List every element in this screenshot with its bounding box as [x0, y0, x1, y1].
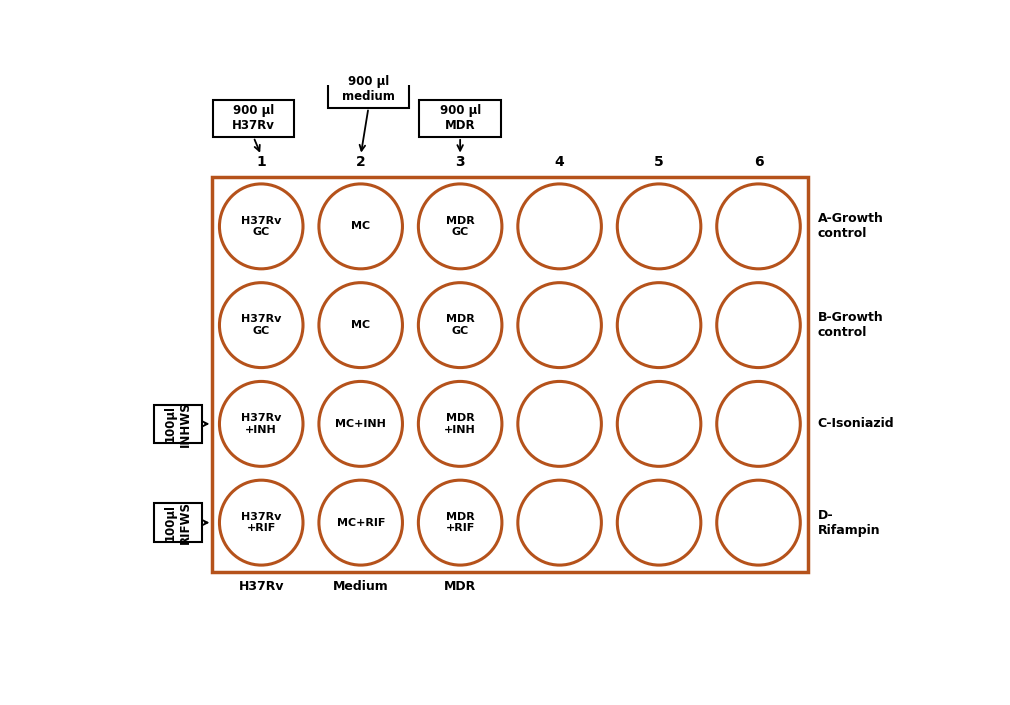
- Text: MDR
GC: MDR GC: [445, 314, 475, 336]
- Ellipse shape: [418, 381, 502, 466]
- Ellipse shape: [617, 480, 701, 565]
- Text: MDR
+INH: MDR +INH: [444, 413, 476, 435]
- Bar: [213, 100, 294, 137]
- Ellipse shape: [717, 381, 800, 466]
- Text: H37Rv: H37Rv: [238, 580, 284, 593]
- Text: MDR
+RIF: MDR +RIF: [445, 512, 475, 534]
- Ellipse shape: [319, 184, 402, 269]
- Ellipse shape: [717, 283, 800, 367]
- Text: 900 μl
MDR: 900 μl MDR: [439, 104, 481, 133]
- Text: 2: 2: [356, 155, 366, 169]
- Ellipse shape: [717, 184, 800, 269]
- Text: 100μl
RIFWS: 100μl RIFWS: [165, 501, 192, 544]
- Text: H37Rv
GC: H37Rv GC: [241, 314, 282, 336]
- Text: 5: 5: [654, 155, 664, 169]
- Ellipse shape: [717, 480, 800, 565]
- Ellipse shape: [418, 283, 502, 367]
- Ellipse shape: [617, 283, 701, 367]
- Text: 900 μl
H37Rv: 900 μl H37Rv: [232, 104, 275, 133]
- Ellipse shape: [518, 283, 601, 367]
- Text: 1: 1: [257, 155, 266, 169]
- Text: A-Growth
control: A-Growth control: [817, 212, 884, 240]
- Text: 900 μl
medium: 900 μl medium: [342, 75, 395, 103]
- Ellipse shape: [219, 381, 303, 466]
- Text: C-Isoniazid: C-Isoniazid: [817, 417, 894, 430]
- Text: Medium: Medium: [333, 580, 389, 593]
- Ellipse shape: [319, 480, 402, 565]
- Text: H37Rv
GC: H37Rv GC: [241, 216, 282, 237]
- Ellipse shape: [518, 184, 601, 269]
- Text: MC+RIF: MC+RIF: [336, 517, 385, 527]
- Text: MC: MC: [351, 221, 371, 231]
- Ellipse shape: [617, 184, 701, 269]
- Bar: [328, 70, 409, 108]
- Ellipse shape: [518, 381, 601, 466]
- Bar: [419, 100, 501, 137]
- Text: 6: 6: [753, 155, 764, 169]
- Bar: [155, 503, 202, 542]
- Text: D-
Rifampin: D- Rifampin: [817, 508, 880, 537]
- Text: H37Rv
+INH: H37Rv +INH: [241, 413, 282, 435]
- Ellipse shape: [617, 381, 701, 466]
- Bar: [211, 177, 808, 572]
- Ellipse shape: [219, 184, 303, 269]
- Text: MC: MC: [351, 320, 371, 330]
- Ellipse shape: [319, 283, 402, 367]
- Ellipse shape: [418, 480, 502, 565]
- Text: 100μl
INHWS: 100μl INHWS: [165, 401, 192, 447]
- Text: MDR: MDR: [444, 580, 477, 593]
- Text: MC+INH: MC+INH: [335, 419, 386, 429]
- Text: B-Growth
control: B-Growth control: [817, 311, 884, 339]
- Ellipse shape: [219, 283, 303, 367]
- Bar: [155, 405, 202, 443]
- Text: MDR
GC: MDR GC: [445, 216, 475, 237]
- Text: 3: 3: [456, 155, 465, 169]
- Ellipse shape: [518, 480, 601, 565]
- Text: H37Rv
+RIF: H37Rv +RIF: [241, 512, 282, 534]
- Ellipse shape: [319, 381, 402, 466]
- Ellipse shape: [219, 480, 303, 565]
- Text: 4: 4: [554, 155, 565, 169]
- Ellipse shape: [418, 184, 502, 269]
